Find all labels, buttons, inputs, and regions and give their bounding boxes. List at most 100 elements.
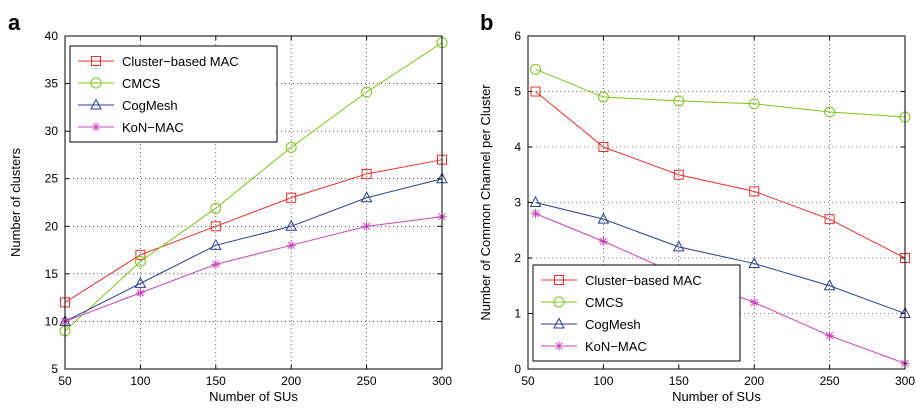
- x-tick-label: 200: [281, 374, 301, 388]
- series-line: [535, 68, 906, 118]
- x-tick-label: 200: [744, 374, 764, 388]
- data-point: [598, 236, 608, 246]
- y-tick-label: 30: [45, 124, 59, 138]
- legend-label: KoN−MAC: [585, 339, 647, 354]
- legend-item: KoN−MAC: [78, 120, 184, 135]
- y-tick-label: 3: [514, 196, 521, 210]
- data-point: [529, 195, 542, 207]
- data-point: [286, 240, 296, 250]
- data-point: [749, 186, 760, 197]
- chart-panel-b: 50 100 150 200 250 300 0 1 2 3 4 5 6 Number of SUs Num…: [478, 10, 915, 404]
- y-tick-label: 15: [45, 267, 59, 281]
- y-tick-label: 6: [514, 29, 521, 43]
- x-tick-label: 250: [820, 374, 840, 388]
- legend-label: KoN−MAC: [122, 120, 184, 135]
- data-point: [673, 95, 685, 107]
- data-point: [286, 192, 297, 203]
- y-tick-label: 0: [514, 362, 521, 376]
- legend-label: CMCS: [585, 295, 624, 310]
- legend-item: KoN−MAC: [541, 339, 647, 354]
- legend-marker: [90, 77, 102, 89]
- data-point: [360, 191, 373, 203]
- y-tick-label: 2: [514, 251, 521, 265]
- data-point: [672, 240, 685, 252]
- data-point: [673, 169, 684, 180]
- data-point: [531, 209, 541, 219]
- legend-item: CogMesh: [78, 98, 178, 113]
- y-axis-label: Number of clusters: [8, 147, 23, 257]
- data-point: [823, 279, 836, 291]
- legend-box: [532, 264, 741, 362]
- data-point: [825, 331, 835, 341]
- legend-label: Cluster−based MAC: [122, 54, 239, 69]
- legend-item: CMCS: [541, 295, 624, 310]
- series-line: [64, 42, 443, 332]
- panel-label: b: [480, 10, 493, 35]
- x-tick-label: 150: [206, 374, 226, 388]
- data-point: [748, 256, 761, 269]
- axes-frame: [527, 35, 906, 370]
- data-point: [209, 238, 222, 250]
- y-axis-label: Number of Common Channel per Cluster: [478, 84, 493, 321]
- legend: Cluster−based MAC CMCS CogMesh KoN−MAC: [69, 45, 278, 143]
- series-line: [535, 202, 906, 314]
- legend-label: CogMesh: [122, 98, 178, 113]
- data-point: [210, 202, 222, 214]
- legend-marker: [553, 296, 565, 308]
- y-tick-label: 35: [45, 77, 59, 91]
- x-tick-label: 100: [130, 374, 150, 388]
- legend: Cluster−based MAC CMCS CogMesh KoN−MAC: [532, 264, 741, 362]
- y-tick-label: 5: [51, 362, 58, 376]
- legend-marker: [90, 98, 102, 110]
- data-point: [285, 141, 297, 153]
- panel-label: a: [8, 10, 21, 35]
- data-point: [530, 63, 542, 75]
- legend-marker: [91, 122, 101, 132]
- y-tick-label: 25: [45, 172, 59, 186]
- x-tick-label: 150: [669, 374, 689, 388]
- y-tick-label: 5: [514, 85, 521, 99]
- data-point: [361, 168, 372, 179]
- data-point: [134, 255, 146, 267]
- data-point: [598, 142, 609, 152]
- legend-box: [69, 45, 278, 143]
- series-1: [530, 63, 911, 123]
- data-point: [135, 249, 146, 260]
- legend-marker: [553, 317, 565, 329]
- legend-label: CMCS: [122, 76, 161, 91]
- chart-panel-a: 50 100 150 200 250 300 5 10 15 20 25 30 35 40 Number o…: [8, 10, 452, 404]
- series-line: [64, 216, 443, 322]
- legend-item: Cluster−based MAC: [541, 273, 702, 288]
- series-line: [64, 159, 443, 303]
- y-tick-label: 40: [45, 29, 59, 43]
- series-line: [535, 91, 906, 259]
- data-point: [530, 86, 541, 97]
- data-point: [362, 221, 372, 231]
- data-point: [748, 98, 760, 110]
- axes-frame: [64, 35, 443, 370]
- legend-item: CogMesh: [541, 317, 641, 332]
- data-point: [135, 288, 145, 298]
- legend-marker: [91, 56, 101, 66]
- y-tick-label: 10: [45, 314, 59, 328]
- data-point: [361, 86, 373, 98]
- x-axis-label: Number of SUs: [672, 389, 761, 404]
- series-0: [60, 154, 447, 308]
- legend-label: Cluster−based MAC: [585, 273, 702, 288]
- data-point: [285, 219, 298, 231]
- legend-label: CogMesh: [585, 317, 641, 332]
- data-point: [597, 212, 610, 224]
- data-point: [210, 221, 221, 232]
- x-tick-label: 100: [593, 374, 613, 388]
- y-tick-label: 20: [45, 219, 59, 233]
- data-point: [824, 214, 835, 225]
- data-point: [211, 259, 221, 269]
- y-tick-label: 1: [514, 307, 521, 321]
- legend-item: CMCS: [78, 76, 161, 91]
- x-tick-label: 50: [521, 374, 535, 388]
- data-point: [134, 276, 147, 288]
- series-line: [64, 178, 443, 322]
- data-point: [749, 297, 759, 307]
